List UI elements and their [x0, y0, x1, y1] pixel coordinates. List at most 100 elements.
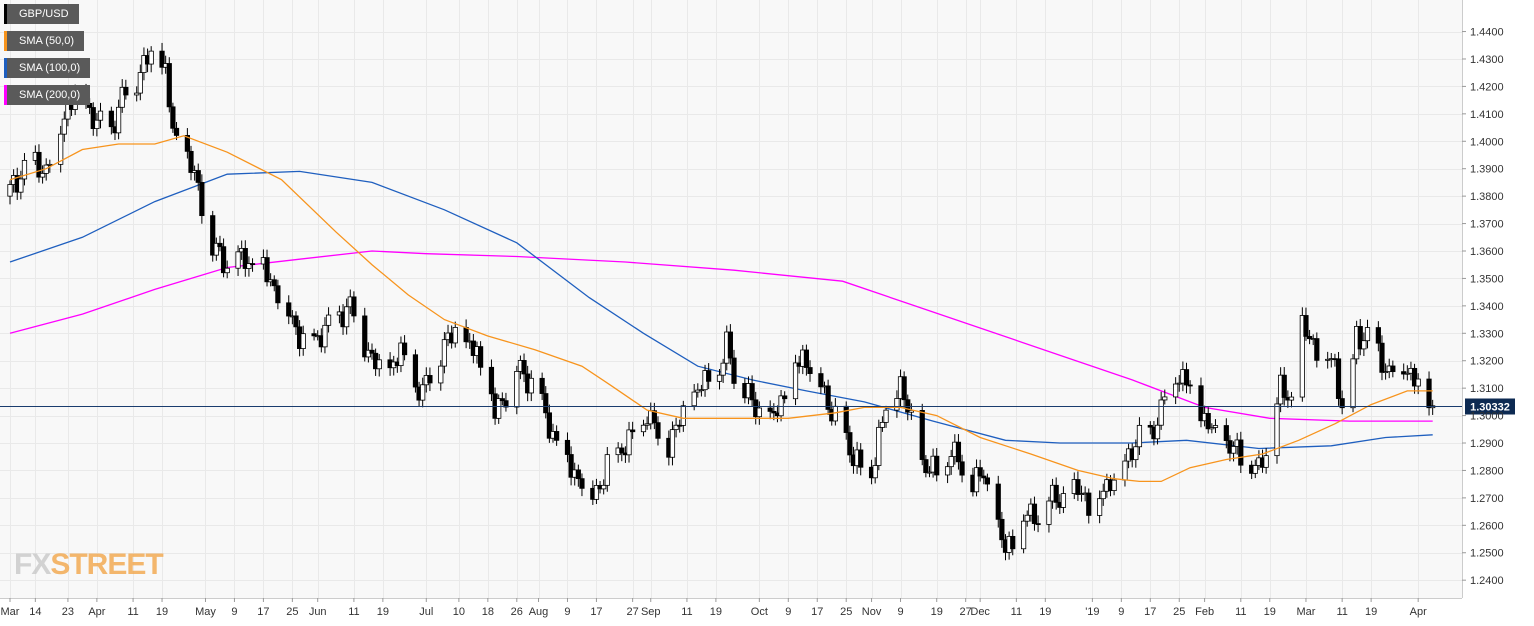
candle [919, 403, 925, 466]
candle-down [1238, 439, 1244, 466]
candle-down [1335, 358, 1342, 399]
candle [36, 144, 42, 183]
candle-down [1411, 367, 1418, 387]
x-tick-label: 19 [1264, 606, 1276, 618]
candle [872, 457, 878, 484]
candle-down [159, 50, 165, 68]
y-tick-label: 1.3100 [1470, 383, 1504, 395]
y-tick-label: 1.2700 [1470, 493, 1504, 505]
candle [1035, 515, 1041, 533]
candle [1288, 391, 1295, 408]
candle-down [1339, 398, 1345, 409]
x-tick-label: 19 [1365, 606, 1377, 618]
candle-up [604, 454, 610, 486]
candle [1299, 307, 1305, 402]
candle-up [698, 389, 705, 392]
candle-up [1024, 514, 1030, 522]
candle-up [1361, 340, 1367, 350]
candle-down [1390, 365, 1396, 373]
candle [376, 354, 382, 377]
candle [778, 390, 784, 422]
candle-down [579, 478, 585, 489]
candle-down [901, 376, 907, 401]
candle-up [438, 365, 444, 384]
candle [807, 360, 813, 382]
y-tick-label: 1.4300 [1470, 54, 1504, 66]
candle-down [1086, 492, 1092, 516]
candle-down [1187, 384, 1193, 387]
candle [955, 434, 962, 470]
legend-item-gbpusd[interactable]: GBP/USD [4, 4, 79, 24]
candle-up [1404, 372, 1410, 375]
candle [322, 317, 328, 354]
candle-up [669, 429, 676, 458]
candle-up [1263, 455, 1269, 468]
fxstreet-logo: FXSTREET [14, 548, 164, 581]
candle [344, 298, 350, 335]
candle [1154, 417, 1161, 445]
candle [286, 295, 292, 325]
candle [1390, 360, 1396, 378]
candle-up [1299, 315, 1305, 398]
legend-item-sma-100[interactable]: SMA (100,0) [4, 58, 91, 78]
candle-up [973, 467, 980, 493]
candle-down [1314, 338, 1320, 361]
candle-up [1162, 396, 1168, 401]
x-tick-label: 19 [377, 606, 389, 618]
candle-down [1198, 385, 1204, 422]
candle-up [1252, 465, 1258, 474]
candle-down [275, 285, 281, 304]
candle [1379, 335, 1385, 381]
candle [546, 404, 552, 443]
candle [1281, 367, 1287, 406]
candle [564, 432, 571, 463]
candle-up [235, 251, 241, 269]
candle-up [926, 471, 933, 474]
legend-item-sma-200[interactable]: SMA (200,0) [4, 85, 91, 105]
y-tick-label: 1.4000 [1470, 136, 1504, 148]
y-tick-label: 1.3200 [1470, 356, 1504, 368]
y-tick-label: 1.3400 [1470, 301, 1504, 313]
candle-down [543, 393, 549, 414]
candle-down [934, 455, 940, 476]
candle [1303, 307, 1309, 341]
x-tick-label: 17 [257, 606, 269, 618]
candle [1238, 431, 1244, 473]
candle-down [651, 410, 657, 424]
candle [1060, 486, 1067, 514]
candle [1375, 321, 1381, 352]
candle-down [981, 475, 987, 479]
candle-down [217, 242, 223, 248]
candle [825, 379, 831, 416]
candle-down [825, 385, 831, 410]
candle [593, 478, 600, 504]
candle-up [879, 421, 886, 428]
candle [876, 419, 882, 471]
candle [926, 466, 933, 478]
candle [644, 416, 650, 430]
legend-item-sma-50[interactable]: SMA (50,0) [4, 31, 85, 51]
candle [1136, 417, 1143, 455]
candle-down [1375, 327, 1381, 344]
candle [568, 446, 574, 486]
candles-layer [7, 42, 1436, 561]
candle [1158, 391, 1164, 430]
candle-down [923, 459, 929, 474]
candle-up [1176, 382, 1182, 385]
candle-down [564, 439, 571, 455]
candle [249, 258, 256, 272]
candle-up [601, 484, 607, 490]
candle [521, 353, 527, 383]
candle-down [362, 315, 368, 358]
candle [362, 307, 368, 362]
candle [119, 79, 125, 113]
x-tick-label: Feb [1195, 606, 1214, 618]
y-tick-label: 1.3500 [1470, 273, 1504, 285]
plot-background [0, 0, 1462, 598]
candle-up [640, 424, 647, 433]
candle-down [847, 432, 853, 456]
candle-up [1212, 425, 1219, 428]
candle-down [955, 441, 962, 463]
candle [1097, 490, 1103, 524]
